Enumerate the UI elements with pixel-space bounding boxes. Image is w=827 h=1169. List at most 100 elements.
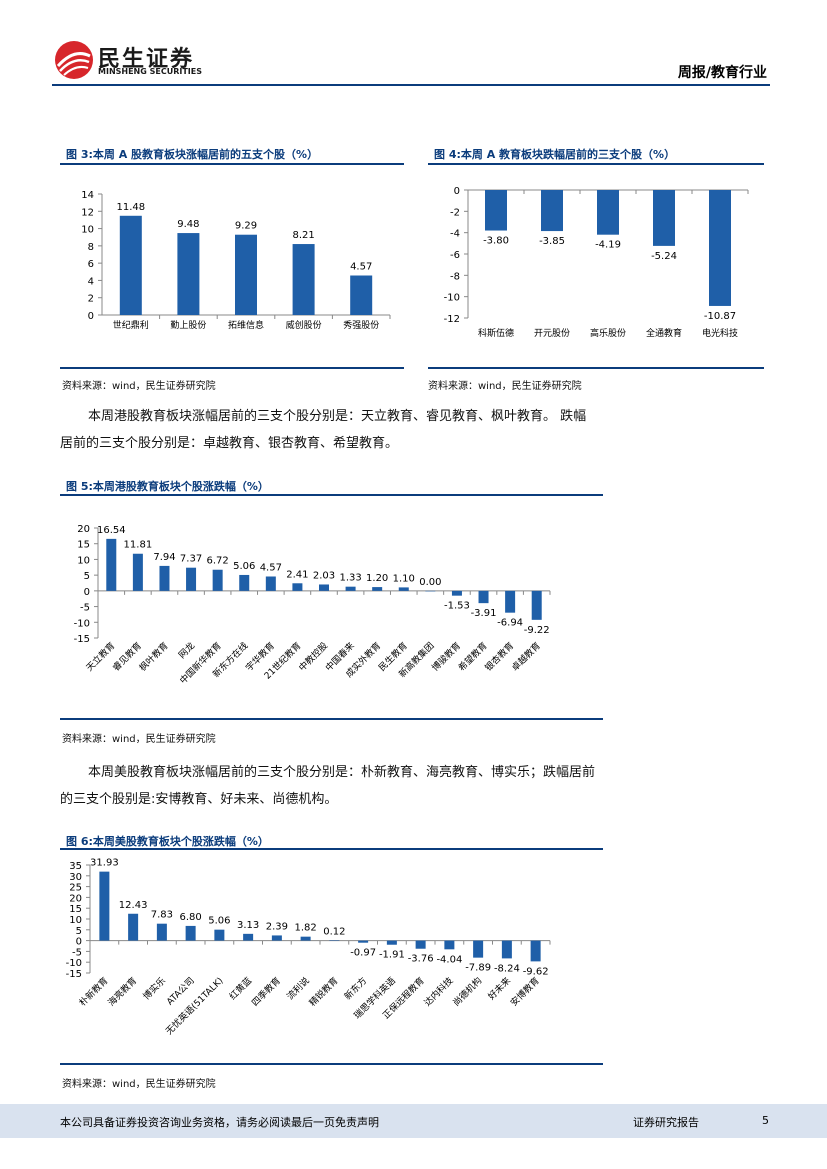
category-label: 高乐股份 [590, 327, 626, 339]
figure-4-title: 图 4:本周 A 教育板块跌幅居前的三支个股（%） [434, 148, 676, 161]
y-tick-label: 2 [88, 294, 94, 305]
y-tick-label: 35 [69, 861, 82, 872]
figure-4-chart: 0 -2 -4 -6 -8 -10 -12 -3.80 科斯伍德 -3.85 开元股份 -4.19 高乐… [444, 186, 749, 339]
y-tick-label: 4 [88, 276, 94, 287]
us-summary-line-1: 本周美股教育板块涨幅居前的三支个股分别是：朴新教育、海亮教育、博实乐；跌幅居前 [88, 765, 596, 780]
figure-5-chart: 20151050-5-10-1516.54天立教育11.81睿见教育7.94枫叶… [74, 524, 551, 686]
page-number: 5 [762, 1114, 769, 1127]
data-label: 2.39 [266, 921, 288, 932]
category-label: 博实乐 [140, 975, 168, 1003]
bar [541, 190, 563, 232]
category-label: 网龙 [176, 640, 197, 661]
data-label: 7.83 [151, 910, 173, 921]
data-label: 16.54 [97, 525, 126, 536]
data-label: -8.24 [494, 963, 520, 974]
category-label: 世纪鼎利 [113, 319, 149, 331]
data-label: 11.81 [124, 540, 153, 551]
category-label: 拓维信息 [228, 319, 264, 331]
category-label: 好未来 [485, 975, 513, 1003]
hk-summary-line-1: 本周港股教育板块涨幅居前的三支个股分别是：天立教育、睿见教育、枫叶教育。 跌幅 [88, 409, 587, 424]
bar [473, 940, 484, 958]
figure-5-bottom-rule [60, 718, 603, 720]
bar [386, 940, 397, 945]
y-tick-label: -5 [80, 603, 90, 614]
bar [444, 940, 455, 950]
data-label: -4.19 [595, 240, 621, 251]
data-label: 2.03 [313, 570, 335, 581]
y-tick-label: 10 [69, 915, 82, 926]
y-tick-label: 10 [77, 555, 90, 566]
bar [597, 190, 619, 235]
category-label: 威创股份 [286, 319, 322, 331]
bar [350, 275, 373, 315]
bar [214, 929, 225, 941]
bar [265, 576, 276, 591]
bar [132, 553, 143, 591]
data-label: 8.21 [292, 230, 314, 241]
bar [425, 590, 436, 592]
data-label: 1.10 [393, 573, 415, 584]
brand-name-en: MINSHENG SECURITIES [98, 67, 202, 76]
figure-3-top-rule [60, 163, 404, 165]
category-label: 四季教育 [249, 975, 283, 1009]
category-label: 全通教育 [646, 327, 682, 339]
category-label: 尚德机构 [450, 975, 484, 1009]
figure-5-title: 图 5:本周港股教育板块个股涨跌幅（%） [66, 480, 269, 493]
category-label: 勤上股份 [170, 319, 206, 331]
figure-4-top-rule [428, 163, 764, 165]
bar [345, 586, 356, 591]
bar [106, 538, 117, 591]
data-label: -3.91 [471, 608, 497, 619]
footer-doc-type: 证券研究报告 [633, 1116, 699, 1129]
data-label: -3.85 [539, 236, 565, 247]
data-label: 7.37 [180, 554, 202, 565]
category-label: 科斯伍德 [478, 327, 514, 339]
bar [329, 940, 340, 941]
y-tick-label: -10 [66, 958, 82, 969]
data-label: 31.93 [90, 858, 119, 869]
hk-summary-line-2: 居前的三支个股分别是：卓越教育、银杏教育、希望教育。 [60, 436, 399, 451]
bar [398, 587, 409, 591]
figure-5-top-rule [60, 494, 603, 496]
y-tick-label: -15 [66, 969, 82, 980]
bar [358, 940, 369, 943]
data-label: 1.33 [339, 573, 361, 584]
data-label: -1.91 [379, 950, 405, 961]
category-label: 达内科技 [422, 975, 456, 1009]
y-tick-label: 0 [76, 937, 82, 948]
figure-3-bottom-rule [60, 367, 404, 369]
data-label: -0.97 [350, 948, 376, 959]
figure-6-title: 图 6:本周美股教育板块个股涨跌幅（%） [66, 835, 269, 848]
figure-6-bottom-rule [60, 1063, 603, 1065]
y-tick-label: 0 [88, 311, 94, 322]
data-label: 5.06 [208, 916, 230, 927]
y-tick-label: 0 [454, 186, 460, 197]
brand-logo [52, 38, 212, 82]
bar [372, 587, 383, 591]
bar [128, 913, 139, 941]
bar [300, 936, 311, 941]
bar [212, 569, 223, 591]
figure-6-chart: 35302520151050-5-10-1531.93朴新教育12.43海亮教育… [66, 858, 551, 1037]
data-label: 2.41 [286, 569, 308, 580]
data-label: 0.00 [419, 577, 441, 588]
bar [271, 935, 282, 941]
bar [99, 871, 110, 941]
bar [415, 940, 426, 949]
brand-name-cn: 民生证券 [98, 47, 195, 72]
y-tick-label: 15 [69, 904, 82, 915]
data-label: 4.57 [260, 562, 282, 573]
y-tick-label: -10 [444, 293, 460, 304]
category-label: 卓越教育 [509, 640, 543, 674]
data-label: 9.29 [235, 221, 257, 232]
bar [177, 233, 200, 315]
bar [505, 590, 516, 613]
bar [319, 584, 329, 591]
data-label: 4.57 [350, 262, 372, 273]
bar [185, 925, 196, 941]
data-label: 6.80 [179, 912, 201, 923]
bar [485, 190, 507, 231]
data-label: -4.04 [436, 954, 462, 965]
category-label: 电光科技 [702, 327, 738, 339]
y-tick-label: -12 [444, 314, 460, 325]
